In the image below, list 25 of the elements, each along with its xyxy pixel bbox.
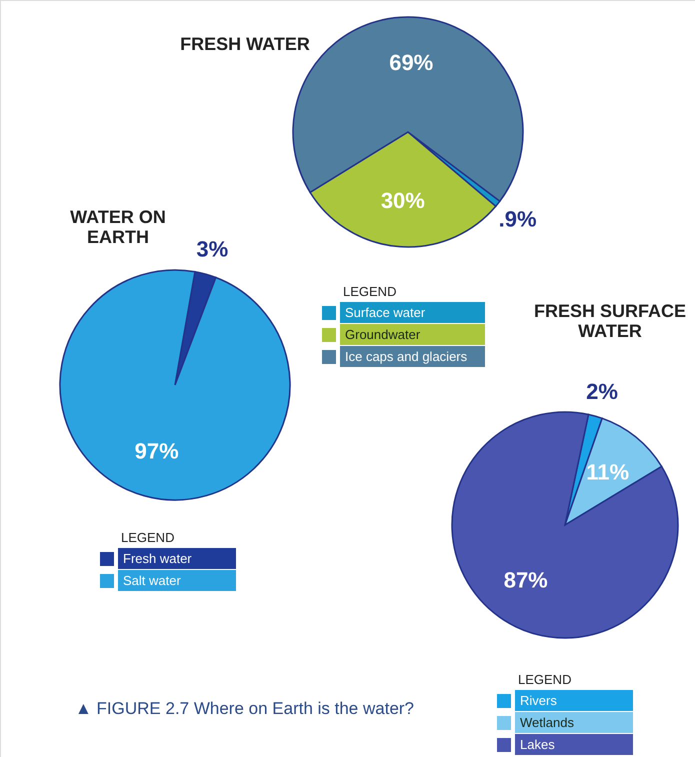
chart-title: WATER ON EARTH <box>70 207 166 247</box>
data-label: 11% <box>586 459 630 484</box>
legend-title: LEGEND <box>121 530 174 545</box>
legend-label: Surface water <box>345 305 426 320</box>
data-label: 2% <box>586 379 618 404</box>
data-label: 30% <box>380 188 425 213</box>
legend-label: Ice caps and glaciers <box>345 349 468 364</box>
legend-label: Rivers <box>520 693 558 708</box>
data-label: 97% <box>134 438 179 464</box>
text: ▲ FIGURE 2.7 Where on Earth is the water? <box>75 699 414 718</box>
legend-title: LEGEND <box>343 284 396 299</box>
legend-title: LEGEND <box>518 672 572 687</box>
pie-slice <box>451 411 679 639</box>
chart-title: FRESH SURFACE WATER <box>534 301 686 341</box>
legend-label: Groundwater <box>345 327 421 342</box>
legend-label: Wetlands <box>520 715 574 730</box>
data-label: 69% <box>389 50 434 76</box>
data-label: 87% <box>504 567 548 592</box>
legend-label: Fresh water <box>123 551 192 566</box>
data-label: 3% <box>196 236 228 262</box>
legend-label: Salt water <box>123 573 182 588</box>
data-label: .9% <box>498 206 537 232</box>
text: FRESH WATER <box>180 34 310 54</box>
pie-slice <box>59 269 291 501</box>
legend-label: Lakes <box>520 737 556 752</box>
